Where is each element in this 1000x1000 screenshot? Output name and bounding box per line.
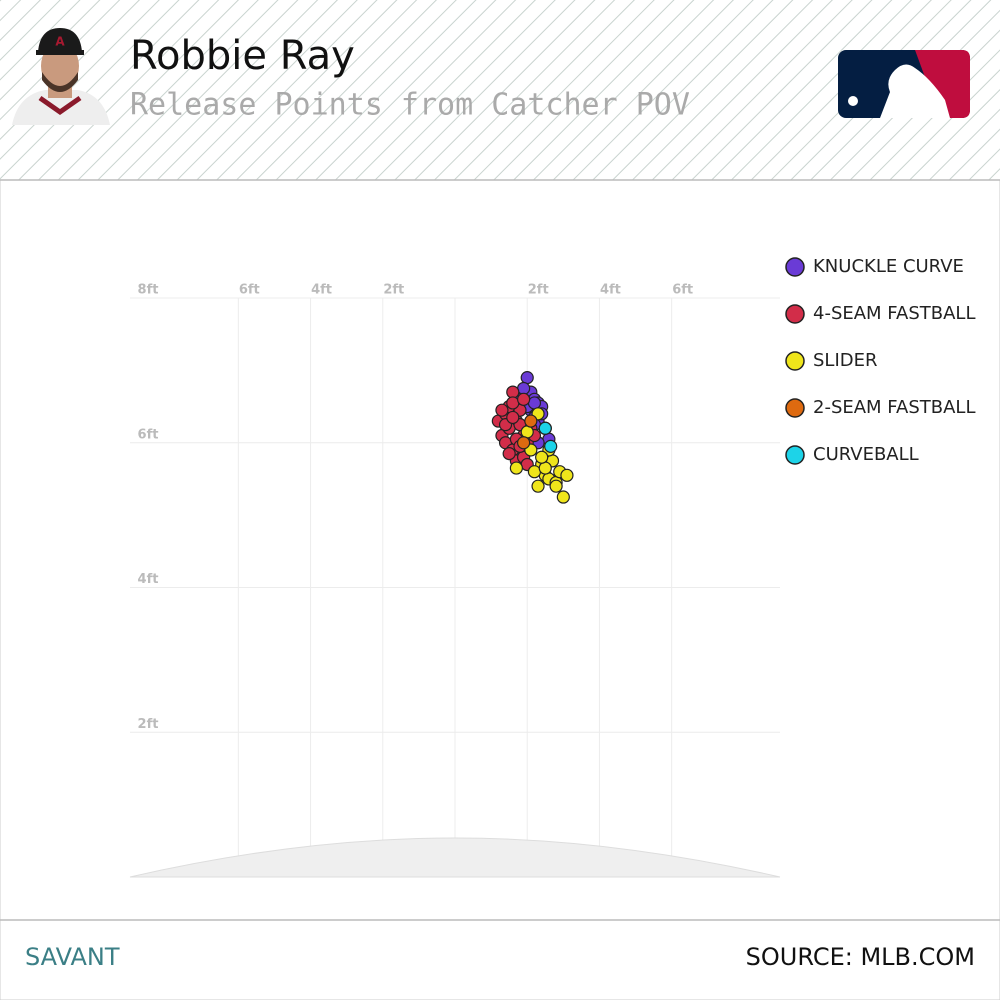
point [517, 381, 531, 396]
legend-swatch [785, 257, 805, 277]
legend-label: KNUCKLE CURVE [813, 256, 964, 277]
point [549, 479, 563, 493]
x-tick-label: 6ft [239, 283, 260, 298]
x-tick-label: 2ft [383, 283, 404, 298]
y-tick-label: 6ft [138, 427, 159, 442]
point [538, 421, 552, 435]
point [527, 396, 542, 410]
point [535, 450, 549, 464]
player-photo: A [12, 28, 110, 125]
point [520, 371, 534, 385]
mound [129, 837, 781, 878]
point [520, 425, 534, 439]
point [502, 447, 516, 461]
point [506, 396, 520, 410]
subtitle: Release Points from Catcher POV [130, 88, 690, 123]
y-tick-label: 8ft [138, 283, 159, 298]
legend-swatch [785, 398, 805, 418]
legend-swatch [785, 304, 805, 324]
x-tick-label: 6ft [672, 283, 693, 298]
legend-swatch [785, 445, 805, 465]
x-tick-label: 2ft [528, 283, 549, 298]
x-tick-label: 4ft [600, 283, 621, 298]
point [524, 414, 538, 428]
point [544, 439, 558, 453]
point [531, 479, 545, 493]
y-tick-label: 2ft [138, 717, 159, 732]
legend-label: SLIDER [813, 350, 878, 371]
point [538, 461, 552, 475]
point [556, 490, 570, 504]
point [517, 392, 531, 406]
title: Robbie Ray [130, 33, 355, 79]
mlb-logo [838, 50, 970, 118]
legend-label: 4-SEAM FASTBALL [813, 303, 975, 324]
legend-label: CURVEBALL [813, 444, 919, 465]
header [0, 0, 1000, 180]
legend-label: 2-SEAM FASTBALL [813, 397, 975, 418]
point [527, 465, 542, 479]
point [495, 403, 509, 417]
source: SOURCE: MLB.COM [746, 943, 975, 971]
point [506, 410, 520, 425]
point [517, 436, 531, 450]
legend-swatch [785, 351, 805, 371]
brand: SAVANT [25, 943, 120, 971]
point [506, 385, 520, 399]
point [560, 468, 574, 482]
x-tick-label: 4ft [311, 283, 332, 298]
y-tick-label: 4ft [138, 572, 159, 587]
svg-text:A: A [55, 35, 65, 49]
point [509, 461, 523, 475]
